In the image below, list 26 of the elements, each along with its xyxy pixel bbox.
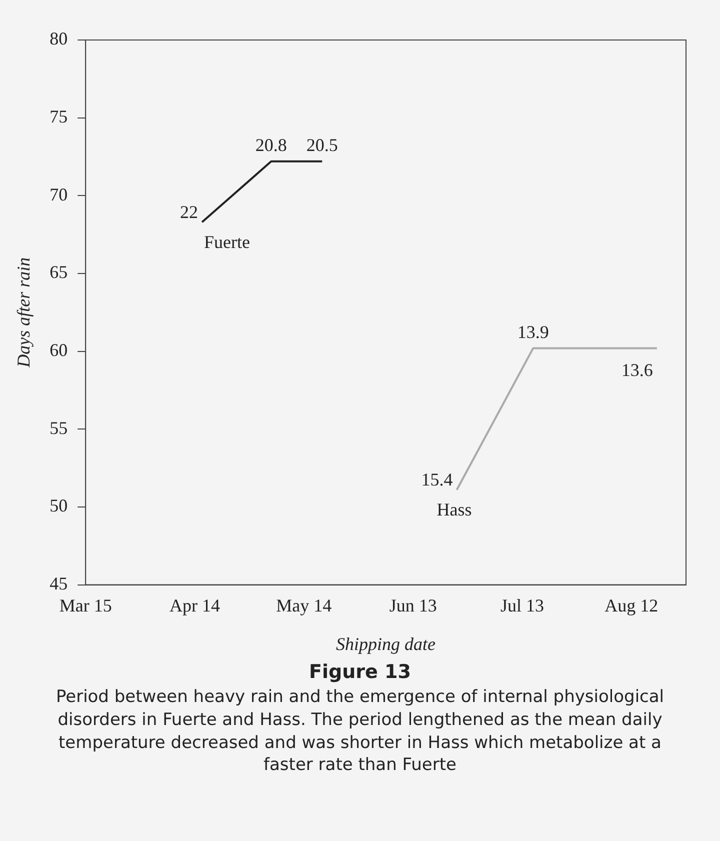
- y-tick-label: 80: [50, 28, 68, 49]
- caption: Figure 13: [308, 660, 412, 685]
- annotation: 15.4: [421, 470, 453, 490]
- y-tick-label: 45: [50, 574, 68, 594]
- x-axis-title: Shipping date: [336, 634, 436, 654]
- x-tick-label: Apr 14: [170, 595, 220, 616]
- y-tick-label: 75: [50, 106, 68, 127]
- series-label: Hass: [436, 500, 472, 520]
- annotation: 13.6: [621, 360, 653, 380]
- y-tick-label: 55: [50, 418, 68, 438]
- annotation: 22: [180, 202, 198, 222]
- y-tick-label: 65: [50, 262, 68, 282]
- x-tick-label: Mar 15: [59, 595, 112, 616]
- y-tick-label: 50: [50, 496, 68, 516]
- series-label: Fuerte: [204, 232, 250, 252]
- y-tick-label: 60: [50, 340, 68, 360]
- text: Period between heavy rain and the emergence of internal physiological disorders in Fuerte and Hass. The period lengthened as the mean daily temperature decreased and was shorter in Hass which metabolize at a faster rate than Fuerte: [54, 686, 666, 778]
- x-tick-label: Jun 13: [389, 595, 437, 616]
- y-axis-title: Days after rain: [14, 257, 34, 368]
- annotation: 13.9: [517, 322, 549, 342]
- x-tick-label: May 14: [276, 595, 332, 616]
- x-tick-label: Jul 13: [500, 595, 544, 616]
- x-tick-label: Aug 12: [604, 595, 658, 616]
- y-tick-label: 70: [50, 184, 68, 204]
- annotation: 20.5: [306, 135, 338, 156]
- annotation: 20.8: [255, 135, 287, 156]
